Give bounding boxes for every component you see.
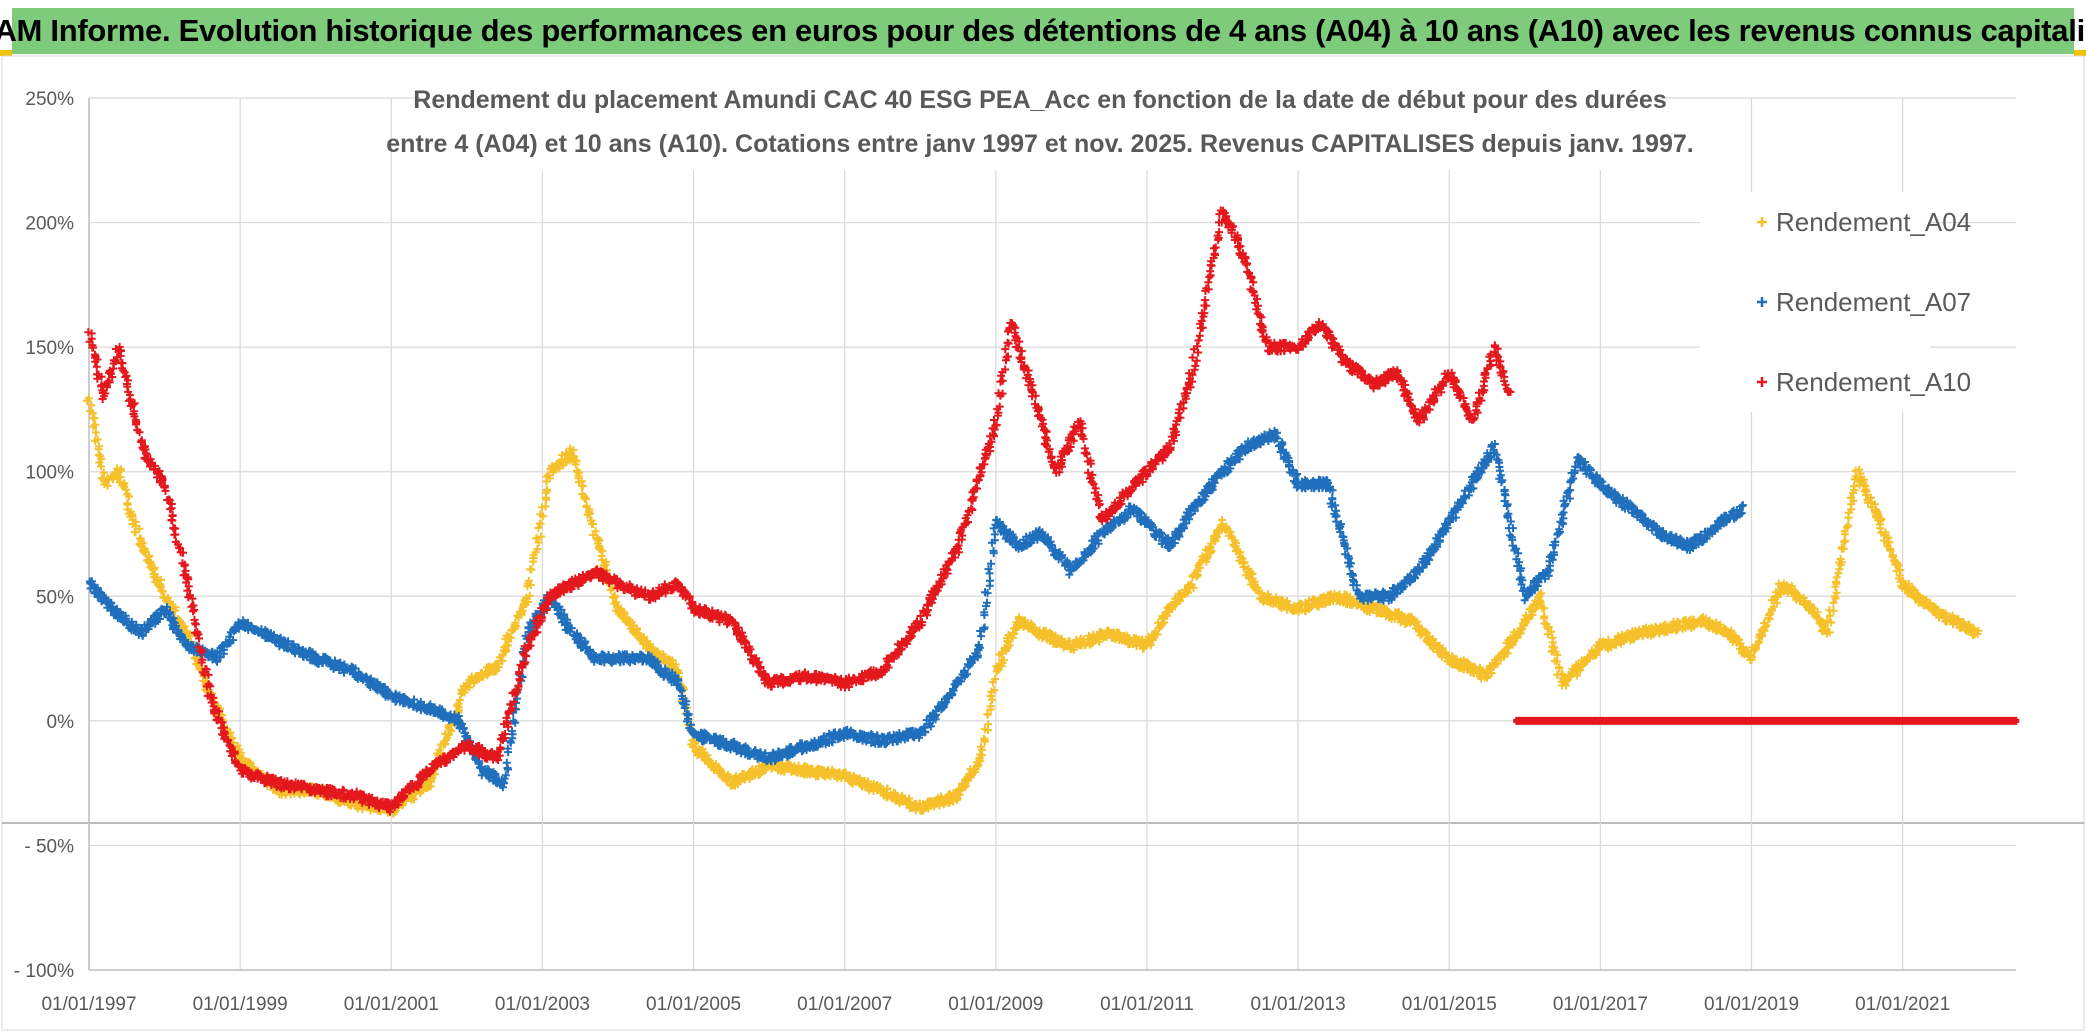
x-tick-label: 01/01/2013 xyxy=(1251,994,1346,1015)
legend: Rendement_A04 Rendement_A07 Rendement_A10 xyxy=(1757,207,1971,397)
series-points xyxy=(1513,716,2020,725)
chart-title-line-1: Rendement du placement Amundi CAC 40 ESG… xyxy=(413,86,1666,114)
y-tick-label: - 100% xyxy=(14,961,74,982)
x-tick-label: 01/01/2017 xyxy=(1553,994,1648,1015)
y-tick-label: 200% xyxy=(25,214,74,235)
legend-marker xyxy=(1757,377,1767,387)
x-tick-label: 01/01/2009 xyxy=(948,994,1043,1015)
x-tick-label: 01/01/2007 xyxy=(797,994,892,1015)
chart-border xyxy=(1,55,2085,1031)
y-tick-label: 250% xyxy=(25,89,74,110)
title-background xyxy=(420,78,1660,170)
data-points xyxy=(83,206,2020,818)
x-tick-label: 01/01/2001 xyxy=(344,994,439,1015)
y-axis: - 100% - 50% 0% 50% 100% 150% 200% 250% xyxy=(14,89,74,982)
corner-accent xyxy=(2074,50,2086,56)
y-tick-label: - 50% xyxy=(24,836,74,857)
x-tick-label: 01/01/2019 xyxy=(1704,994,1799,1015)
x-tick-label: 01/01/2005 xyxy=(646,994,741,1015)
legend-label: Rendement_A10 xyxy=(1776,367,1971,397)
x-tick-label: 01/01/2003 xyxy=(495,994,590,1015)
x-tick-label: 01/01/1997 xyxy=(41,994,136,1015)
y-tick-label: 50% xyxy=(36,587,74,608)
x-axis: 01/01/1997 01/01/1999 01/01/2001 01/01/2003… xyxy=(41,994,1950,1015)
x-tick-label: 01/01/2021 xyxy=(1855,994,1950,1015)
x-tick-label: 01/01/2015 xyxy=(1402,994,1497,1015)
page-banner: ADAM Informe. Evolution historique des p… xyxy=(0,8,2086,54)
chart-title-line-2: entre 4 (A04) et 10 ans (A10). Cotations… xyxy=(386,130,1693,158)
legend-label: Rendement_A04 xyxy=(1776,207,1971,237)
y-tick-label: 150% xyxy=(25,338,74,359)
x-tick-label: 01/01/2011 xyxy=(1100,994,1194,1015)
y-tick-label: 100% xyxy=(25,463,74,484)
series-points xyxy=(84,206,1515,816)
legend-label: Rendement_A07 xyxy=(1776,287,1971,317)
legend-marker xyxy=(1757,217,1767,227)
legend-marker xyxy=(1757,297,1767,307)
y-tick-label: 0% xyxy=(47,712,75,733)
legend-background xyxy=(1700,192,1930,412)
series-points xyxy=(83,394,1983,818)
series-points xyxy=(85,426,1747,792)
corner-accent xyxy=(0,50,12,56)
x-tick-label: 01/01/1999 xyxy=(193,994,288,1015)
